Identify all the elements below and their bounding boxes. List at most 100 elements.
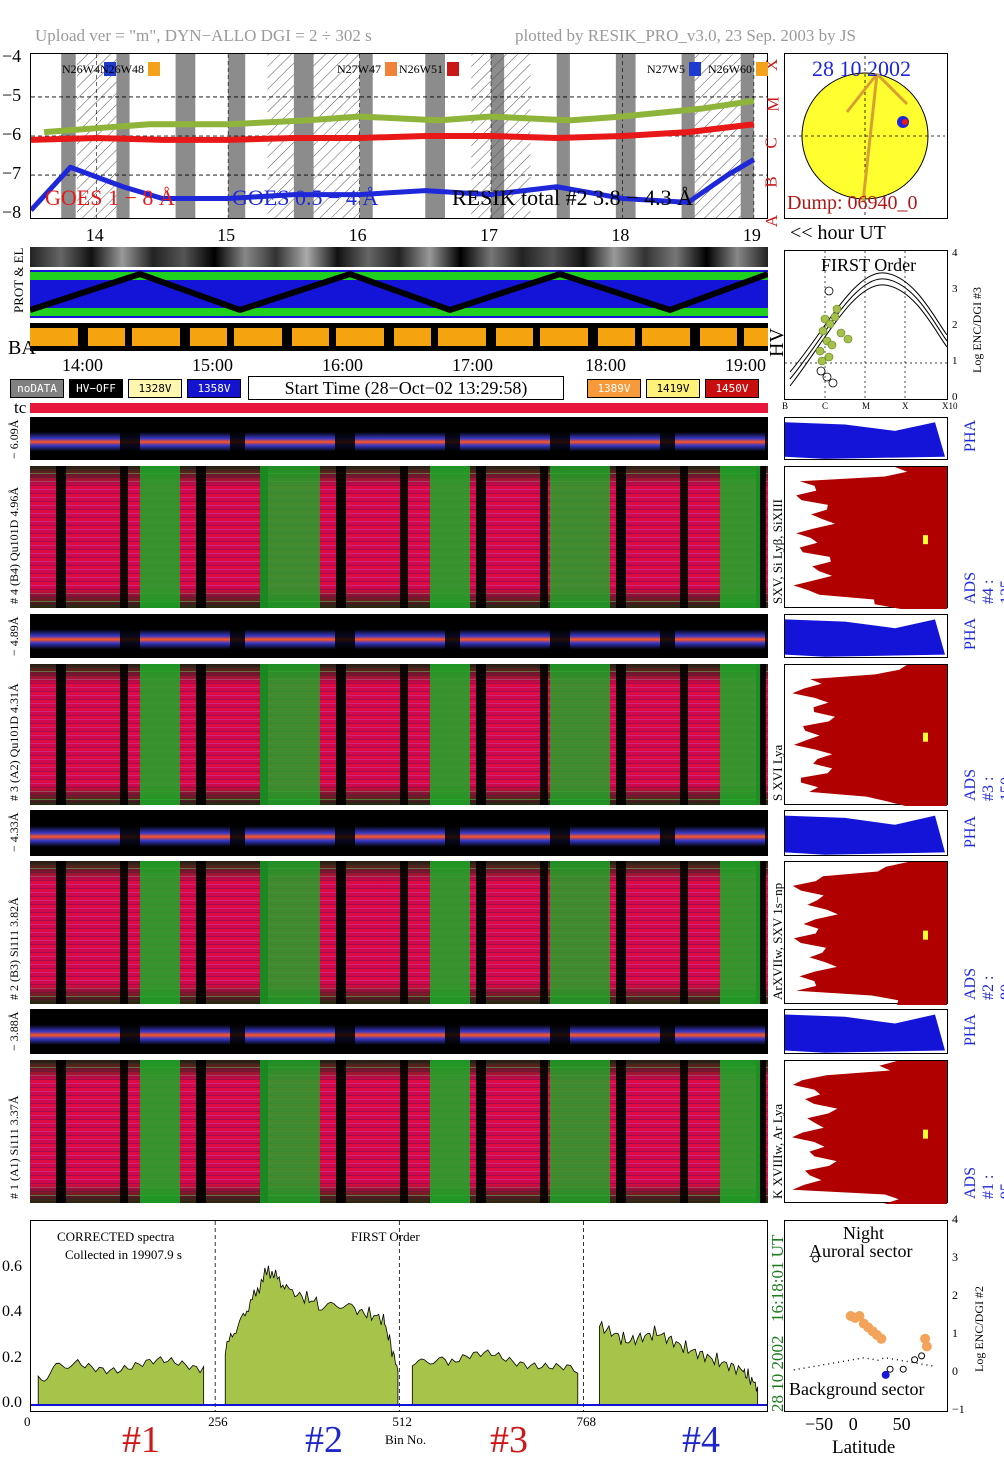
orbit-panel: Night Auroral sector Background sector: [784, 1220, 948, 1412]
pha-area: [785, 815, 945, 855]
spectrum-xtick: 0: [24, 1414, 31, 1429]
goes-xtick: 19: [742, 225, 761, 245]
detector-label: # 2 (B3) Si111 3.82Å: [7, 897, 21, 1000]
orbit-xtick: 50: [892, 1414, 911, 1434]
goes-series-1: [31, 157, 756, 212]
tc-strip: [30, 403, 768, 413]
goes-class-letter: C: [761, 137, 781, 149]
first-order-xtick: C: [822, 401, 829, 411]
detector-pha-wavelength: − 4.33Å: [7, 812, 21, 852]
orbit-ytick: 3: [952, 1250, 958, 1264]
el-strip: [30, 247, 768, 267]
goes-ytick: −8: [2, 202, 22, 223]
spectrum-channel-2: [411, 1349, 579, 1406]
orbit-ytick: 2: [952, 1288, 958, 1302]
dump-label: Dump: 06940_0: [787, 192, 918, 214]
ads-marker: [923, 930, 928, 940]
hv-legend-item: 1328V: [128, 379, 182, 398]
channel-label: #2: [305, 1419, 343, 1461]
dynamic-spectrum: [30, 861, 768, 1004]
time-tick: 16:00: [322, 355, 364, 375]
hv-legend-item: 1389V: [587, 379, 641, 398]
ads-area: [792, 1061, 947, 1204]
goes-ytick: −4: [2, 45, 22, 66]
channel-label: #3: [490, 1419, 528, 1461]
pha-area: [785, 1014, 945, 1053]
ads-label: ADS #2 : 80 160: [962, 967, 1004, 1000]
hv-legend-item: HV−OFF: [69, 379, 123, 398]
ads-area: [792, 862, 947, 1005]
ads-histogram: [784, 466, 948, 609]
orbit-open-point: [812, 1255, 820, 1263]
resik-total-label: RESIK total #2 3.8 − 4.3 Å: [452, 185, 693, 210]
flare-label: N26W51: [397, 62, 459, 77]
spectrum-xtick: 768: [576, 1414, 597, 1429]
orbit-auroral: Auroral sector: [809, 1241, 913, 1261]
flare-swatch: [447, 62, 459, 76]
spectrum-xlabel: Bin No.: [385, 1432, 427, 1447]
orbit-ylabel: Log ENC/DGI #2: [972, 1286, 986, 1372]
goes-class-letter: A: [762, 214, 782, 228]
orbit-ytick: −1: [952, 1402, 965, 1416]
first-order-xtick: X: [902, 401, 909, 411]
flare-label: N26W48: [98, 62, 160, 77]
ads-histogram: [784, 1060, 948, 1204]
orbit-xtick: 0: [848, 1414, 858, 1434]
first-order-xtick: B: [782, 401, 789, 411]
ads-label: ADS #1 : 95 185: [962, 1166, 1004, 1199]
flare-swatch: [148, 62, 160, 76]
pha-label: PHA: [962, 617, 979, 650]
first-order-xtick: X10: [942, 401, 958, 411]
goes-plot: [31, 54, 767, 218]
first-order-ytick: 0: [952, 391, 958, 403]
first-order-ylabel: Log ENC/DGI #3: [970, 287, 984, 373]
first-order-ytick: 3: [952, 283, 958, 295]
spectrum-channel-0: [37, 1356, 205, 1406]
channel-label: #1: [122, 1419, 160, 1461]
first-order-ytick: 2: [952, 319, 958, 331]
ads-histogram: [784, 861, 948, 1005]
spectrum-plot: [31, 1221, 767, 1411]
ba-label: BA: [8, 337, 36, 359]
pha-histogram: [784, 1009, 948, 1054]
time-tick: 19:00: [725, 355, 767, 375]
goes-xtick: 14: [85, 225, 104, 245]
orbit-point: [876, 1333, 887, 1344]
goes-xtick: 16: [348, 225, 367, 245]
pha-histogram: [784, 417, 948, 460]
ads-marker: [923, 535, 928, 545]
goes-ytick: −6: [2, 124, 22, 144]
pha-overlay: [30, 1009, 768, 1054]
ads-area: [793, 467, 947, 609]
orbit-night: Night: [843, 1223, 885, 1243]
dynamic-spectrum: [30, 466, 768, 608]
header-right: plotted by RESIK_PRO_v3.0, 23 Sep. 2003 …: [515, 26, 856, 45]
orbit-xtick: −50: [805, 1414, 834, 1434]
goes-series-2: [43, 97, 755, 136]
goes-xtick: 15: [217, 225, 236, 245]
hv-legend-item: noDATA: [10, 379, 64, 398]
hv-legend-item: 1419V: [646, 379, 700, 398]
orbit-xlabel: Latitude: [832, 1437, 896, 1458]
ads-label: ADS #3 : 150 215: [962, 768, 1004, 801]
first-order-xtick: M: [862, 401, 871, 411]
prot-el-label: PROT & EL: [11, 247, 26, 314]
ba-strip: [30, 323, 768, 351]
pha-area: [785, 422, 945, 459]
pha-overlay: [30, 417, 768, 460]
first-order-ytick: 4: [952, 247, 958, 259]
flare-label: N27W47: [335, 62, 397, 77]
background-curve: [793, 1356, 934, 1371]
pha-strip: [30, 614, 768, 658]
spectrum-green-bands: [30, 664, 768, 805]
spectrum-ytick: 0.2: [2, 1348, 22, 1366]
time-tick: 17:00: [452, 355, 494, 375]
detector-pha-wavelength: − 4.89Å: [7, 616, 21, 656]
goes-class-letter: M: [763, 96, 783, 112]
orbit-ytick: 0: [952, 1364, 958, 1378]
orbit-open-point: [899, 1365, 907, 1373]
orbit-point: [854, 1311, 865, 1321]
detector-label: # 1 (A1) Si111 3.37Å: [7, 1095, 21, 1199]
orbit-point: [881, 1370, 890, 1379]
pha-histogram: [784, 614, 948, 658]
